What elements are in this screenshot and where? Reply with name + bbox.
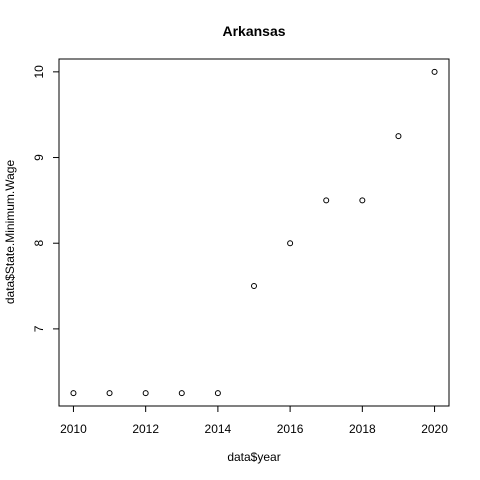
x-axis: 2010 2012 2014 2016 2018 2020 bbox=[60, 405, 448, 436]
plot-frame bbox=[58, 58, 450, 407]
x-axis-label: data$year bbox=[227, 450, 280, 464]
x-tick-label: 2016 bbox=[277, 422, 304, 436]
x-tick-label: 2020 bbox=[421, 422, 448, 436]
data-point bbox=[106, 390, 113, 397]
y-tick-label: 10 bbox=[32, 65, 46, 79]
data-point bbox=[142, 390, 149, 397]
data-point bbox=[395, 133, 402, 140]
chart-title: Arkansas bbox=[222, 23, 285, 39]
data-point bbox=[178, 390, 185, 397]
y-tick-label: 8 bbox=[32, 240, 46, 247]
data-point bbox=[214, 390, 221, 397]
data-point bbox=[323, 197, 330, 204]
x-tick-label: 2012 bbox=[132, 422, 159, 436]
y-axis-label: data$State.Minimum.Wage bbox=[3, 160, 17, 305]
data-point bbox=[359, 197, 366, 204]
data-point bbox=[431, 68, 438, 75]
x-tick-label: 2018 bbox=[349, 422, 376, 436]
y-tick-label: 9 bbox=[32, 154, 46, 161]
x-tick-label: 2010 bbox=[60, 422, 87, 436]
y-axis: 7 8 9 10 bbox=[32, 65, 60, 332]
data-point bbox=[251, 283, 257, 290]
y-tick-label: 7 bbox=[32, 325, 46, 332]
data-point bbox=[287, 240, 294, 247]
data-point bbox=[70, 390, 77, 397]
x-tick-label: 2014 bbox=[205, 422, 232, 436]
points bbox=[70, 68, 438, 397]
